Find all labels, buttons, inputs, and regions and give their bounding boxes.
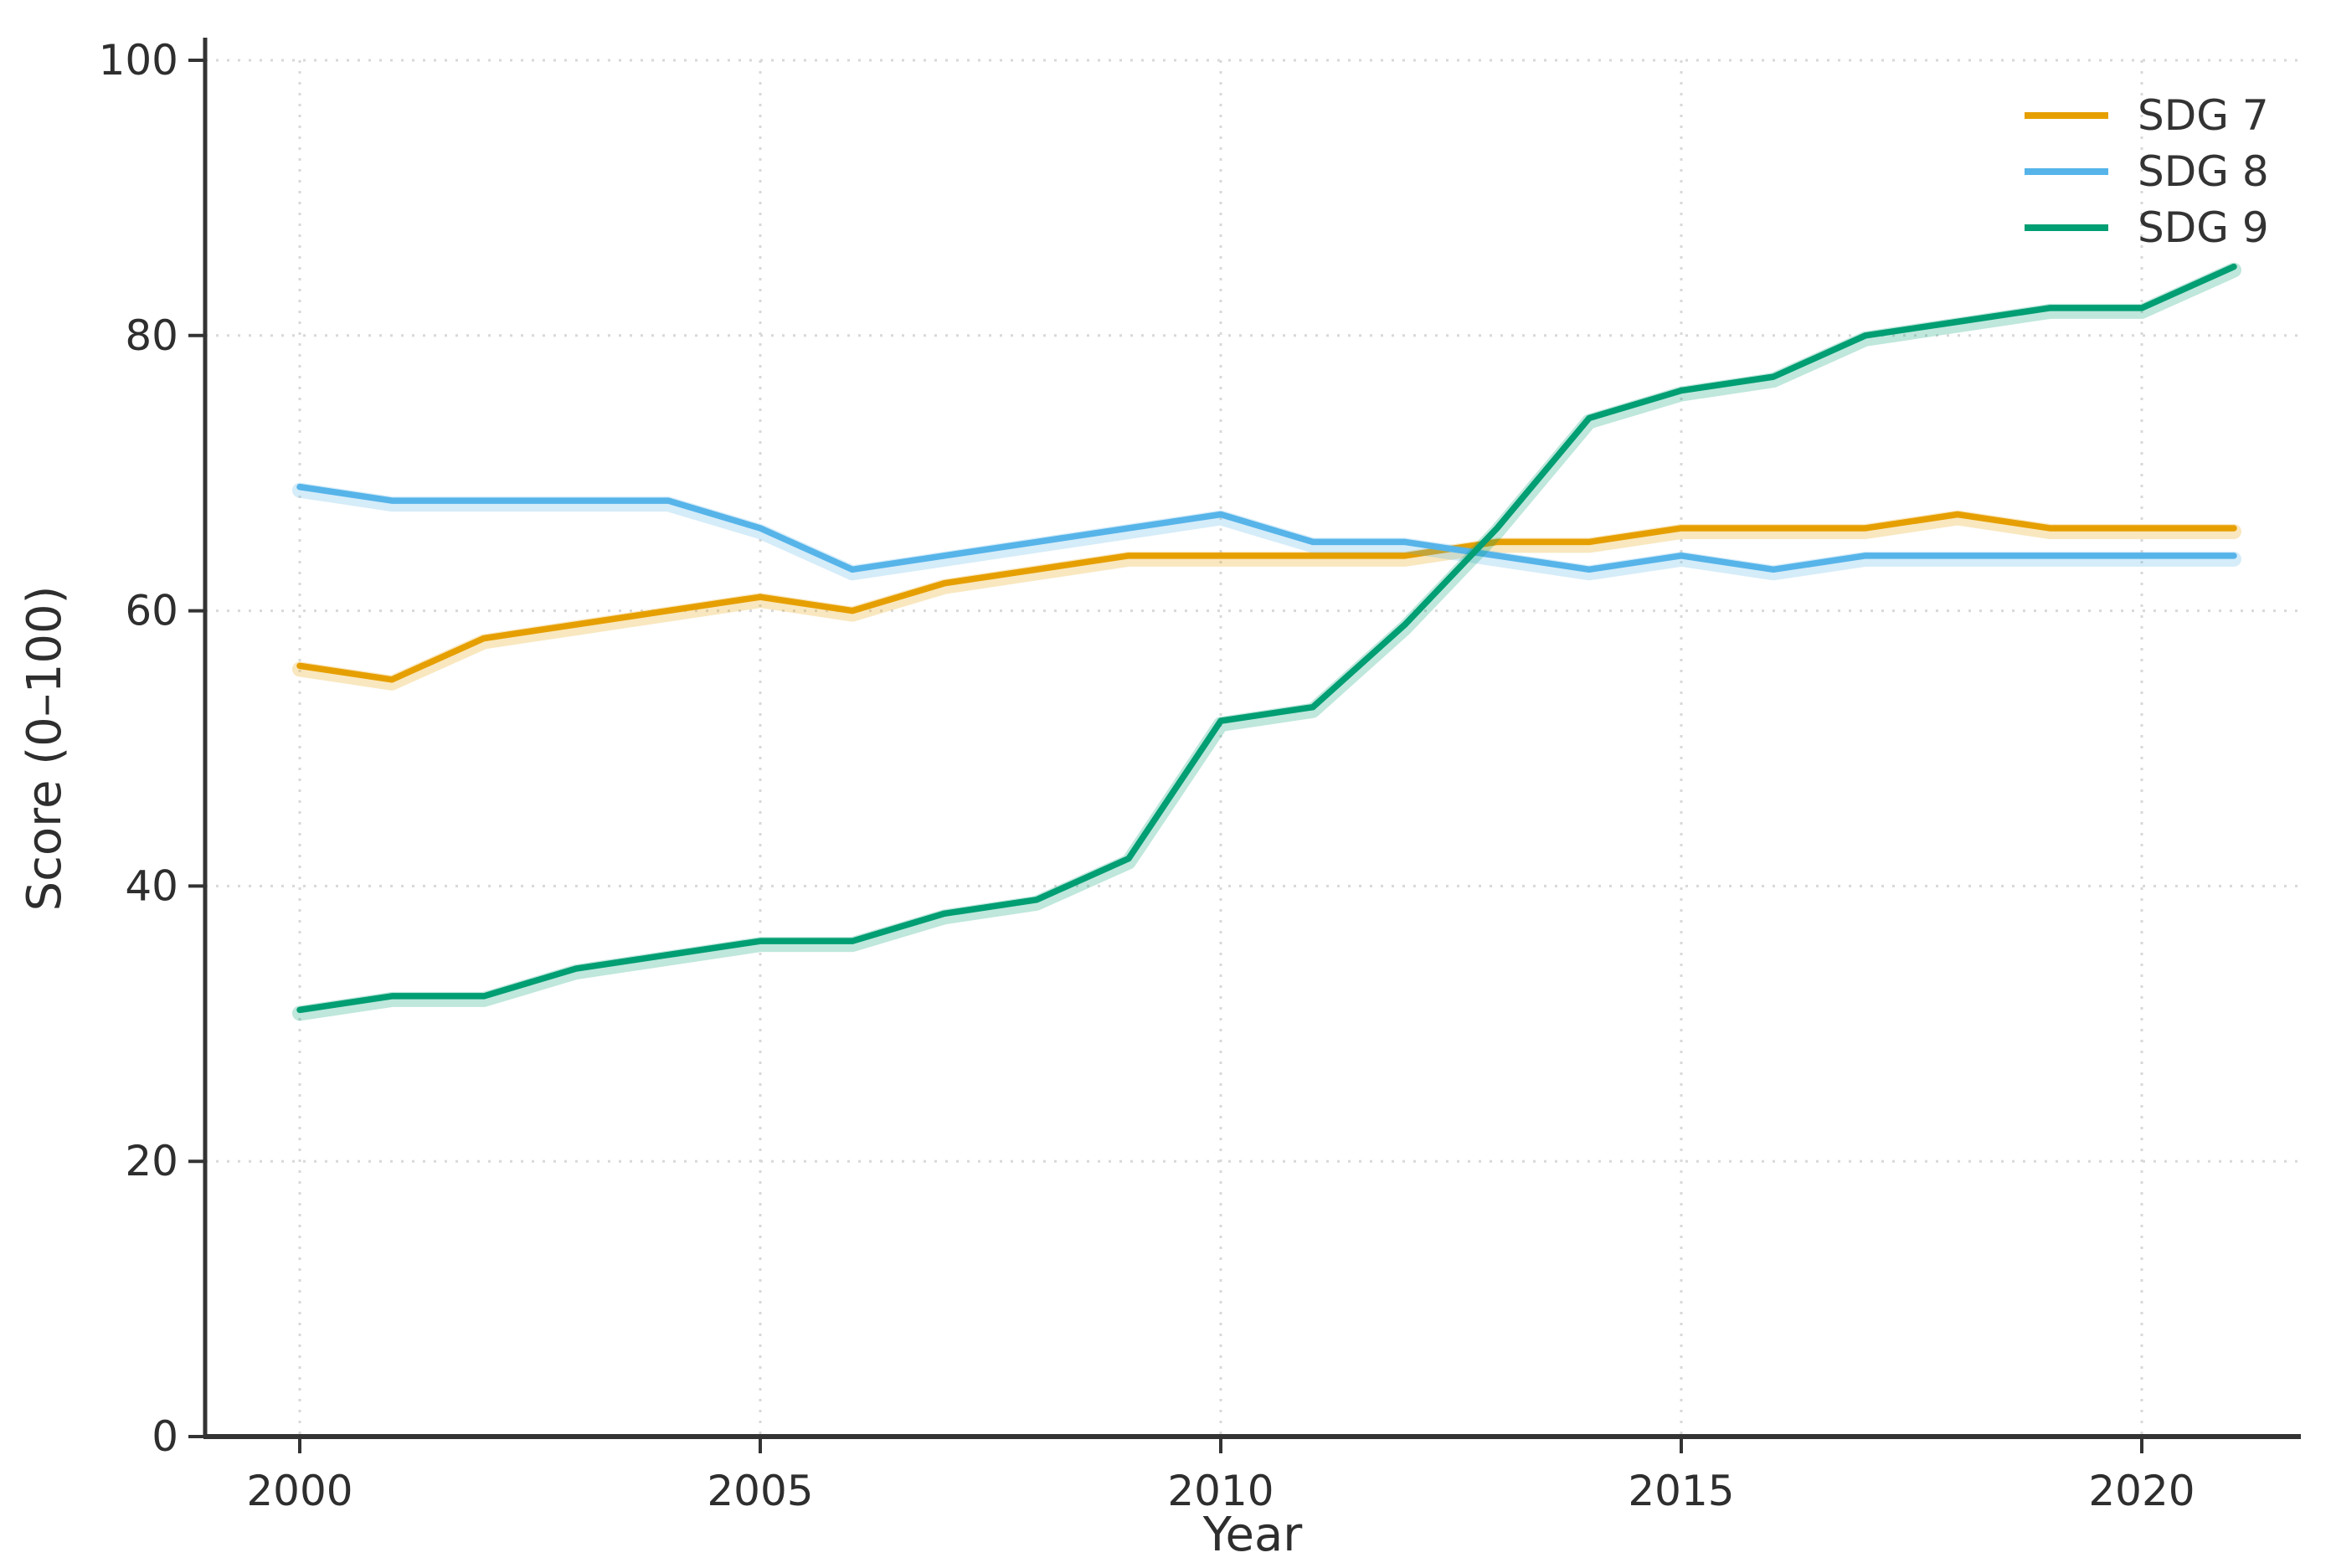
series-line-sdg-8 <box>296 483 2237 573</box>
legend-item-sdg-7: SDG 7 <box>2025 91 2269 140</box>
x-tick-label: 2005 <box>707 1467 813 1515</box>
legend-label-sdg-7: SDG 7 <box>2138 91 2269 140</box>
axes-spines <box>203 38 2301 1439</box>
y-tick-label: 0 <box>152 1412 178 1461</box>
y-tick-label: 20 <box>125 1137 178 1185</box>
series-line-sdg-7 <box>296 511 2237 683</box>
x-tick-label: 2000 <box>246 1467 352 1515</box>
series-halo-sdg-8 <box>292 482 2241 581</box>
y-tick-label: 40 <box>125 861 178 910</box>
axis-tick-labels: 0 20 40 60 80 100 2000 2005 2010 2015 2020 <box>99 36 2195 1515</box>
y-tick-label: 100 <box>99 36 178 85</box>
series-line-sdg-9 <box>296 263 2237 1014</box>
axis-ticks <box>188 59 2143 1453</box>
series-lines <box>292 262 2241 1021</box>
legend-label-sdg-8: SDG 8 <box>2138 147 2269 196</box>
y-axis-label: Score (0–100) <box>18 586 72 912</box>
legend: SDG 7 SDG 8 SDG 9 <box>2025 91 2269 252</box>
x-tick-label: 2020 <box>2088 1467 2195 1515</box>
legend-label-sdg-9: SDG 9 <box>2138 203 2269 252</box>
y-tick-label: 80 <box>125 311 178 360</box>
legend-item-sdg-8: SDG 8 <box>2025 147 2269 196</box>
legend-item-sdg-9: SDG 9 <box>2025 203 2269 252</box>
x-axis-label: Year <box>1202 1508 1304 1562</box>
series-halo-sdg-9 <box>292 262 2241 1021</box>
series-halo-sdg-7 <box>292 510 2241 691</box>
x-tick-label: 2015 <box>1628 1467 1734 1515</box>
y-tick-label: 60 <box>125 587 178 635</box>
x-tick-label: 2010 <box>1167 1467 1274 1515</box>
